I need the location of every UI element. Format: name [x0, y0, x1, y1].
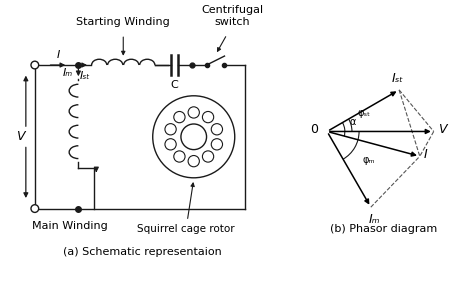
Circle shape — [188, 107, 200, 118]
Text: (a) Schematic representaion: (a) Schematic representaion — [63, 247, 222, 257]
Circle shape — [174, 151, 185, 162]
Circle shape — [211, 124, 222, 135]
Text: I: I — [424, 148, 428, 161]
Text: V: V — [17, 130, 25, 143]
Circle shape — [153, 96, 235, 178]
Circle shape — [165, 139, 176, 150]
Text: Iₘ: Iₘ — [63, 68, 73, 78]
Text: Squirrel cage rotor: Squirrel cage rotor — [137, 183, 235, 234]
Text: Iₛₜ: Iₛₜ — [80, 71, 90, 82]
Circle shape — [188, 156, 200, 167]
Text: I: I — [56, 50, 60, 60]
Circle shape — [165, 124, 176, 135]
Circle shape — [181, 124, 207, 150]
Text: φₘ: φₘ — [363, 155, 375, 164]
Circle shape — [202, 151, 214, 162]
Circle shape — [31, 61, 39, 69]
Circle shape — [174, 111, 185, 123]
Text: α: α — [349, 117, 356, 127]
Circle shape — [31, 205, 39, 213]
Text: Centrifugal
switch: Centrifugal switch — [201, 5, 263, 26]
Text: Starting Winding: Starting Winding — [76, 17, 170, 26]
Text: V: V — [438, 123, 447, 136]
Text: Iₛₜ: Iₛₜ — [391, 71, 403, 85]
Text: Iₘ: Iₘ — [369, 213, 380, 226]
Circle shape — [202, 111, 214, 123]
Circle shape — [211, 139, 222, 150]
Text: Main Winding: Main Winding — [32, 221, 108, 231]
Text: (b) Phasor diagram: (b) Phasor diagram — [330, 224, 438, 234]
Text: 0: 0 — [310, 123, 318, 136]
Text: C: C — [171, 80, 178, 90]
Text: φₛₜ: φₛₜ — [357, 108, 370, 118]
